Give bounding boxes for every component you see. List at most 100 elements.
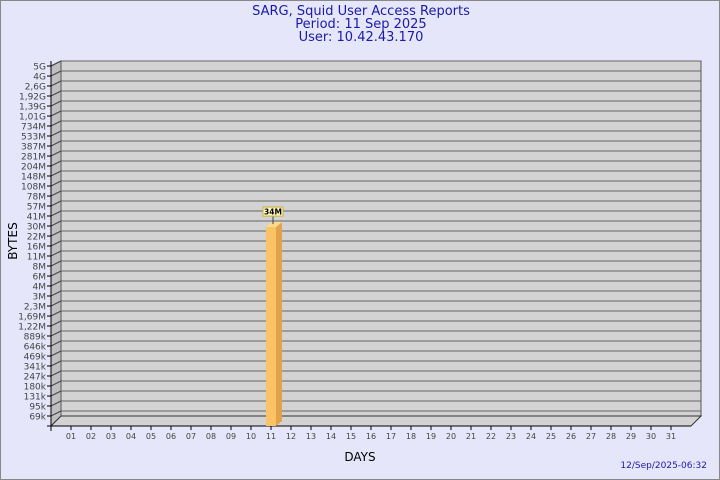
x-tick-label: 07 (186, 432, 196, 441)
x-tick-label: 22 (486, 432, 496, 441)
y-tick-label: 108M (21, 183, 46, 193)
chart-title: SARG, Squid User Access Reports (252, 4, 470, 19)
y-tick-label: 889k (24, 333, 47, 343)
y-tick-label: 41M (27, 213, 46, 223)
x-tick-label: 06 (166, 432, 176, 441)
y-tick-label: 8M (33, 263, 47, 273)
y-tick-label: 734M (21, 123, 46, 133)
y-tick-label: 95k (29, 403, 46, 413)
x-tick-label: 26 (566, 432, 576, 441)
x-tick-label: 25 (546, 432, 556, 441)
gridline-side (50, 330, 62, 337)
x-tick-label: 03 (106, 432, 116, 441)
y-tick-label: 180k (24, 383, 47, 393)
gridline-side (50, 100, 62, 107)
gridline-side (50, 410, 62, 417)
gridline-side (50, 220, 62, 227)
gridline-side (50, 310, 62, 317)
y-tick-label: 1,39G (19, 103, 46, 113)
gridline-side (50, 240, 62, 247)
x-tick-label: 31 (666, 432, 676, 441)
data-label: 34M (264, 208, 282, 217)
y-tick-label: 1,01G (19, 113, 46, 123)
gridline-side (50, 350, 62, 357)
chart-period: Period: 11 Sep 2025 (295, 17, 427, 32)
y-tick-label: 341k (24, 363, 47, 373)
data-label-box (262, 206, 284, 217)
y-axis-label: BYTES (6, 222, 20, 259)
y-tick-label: 1,69M (18, 313, 46, 323)
y-tick-label: 204M (21, 163, 46, 173)
gridline-side (50, 210, 62, 217)
x-tick-label: 02 (86, 432, 96, 441)
y-tick-label: 4G (33, 73, 46, 83)
y-tick-label: 16M (27, 243, 46, 253)
gridline-side (50, 370, 62, 377)
x-tick-label: 27 (586, 432, 596, 441)
y-tick-label: 11M (27, 253, 46, 263)
gridline-side (50, 110, 62, 117)
gridline-side (50, 360, 62, 367)
gridline-side (50, 140, 62, 147)
y-tick-label: 57M (27, 203, 46, 213)
x-tick-label: 24 (526, 432, 536, 441)
gridline-side (50, 70, 62, 77)
gridline-side (50, 60, 62, 67)
y-tick-label: 30M (27, 223, 46, 233)
x-tick-label: 21 (466, 432, 476, 441)
x-tick-label: 19 (426, 432, 436, 441)
gridline-side (50, 200, 62, 207)
x-tick-label: 20 (446, 432, 456, 441)
gridline-side (50, 390, 62, 397)
y-tick-label: 469k (24, 353, 47, 363)
gridline-side (50, 150, 62, 157)
x-tick-label: 04 (126, 432, 136, 441)
gridline-side (50, 340, 62, 347)
chart-user: User: 10.42.43.170 (298, 30, 424, 45)
plot-back-wall (60, 60, 702, 417)
x-tick-label: 30 (646, 432, 656, 441)
y-tick-label: 3M (33, 293, 47, 303)
gridline-side (50, 90, 62, 97)
gridline-side (50, 320, 62, 327)
gridline-side (50, 130, 62, 137)
x-tick-label: 11 (266, 432, 276, 441)
y-tick-label: 6M (33, 273, 47, 283)
y-tick-label: 646k (24, 343, 47, 353)
y-tick-label: 148M (21, 173, 46, 183)
gridline-side (50, 120, 62, 127)
y-tick-label: 69k (29, 413, 46, 423)
y-tick-label: 1,92G (19, 93, 46, 103)
y-tick-label: 387M (21, 143, 46, 153)
bar (266, 227, 276, 426)
x-tick-label: 12 (286, 432, 296, 441)
y-tick-label: 533M (21, 133, 46, 143)
x-tick-label: 05 (146, 432, 156, 441)
x-tick-label: 09 (226, 432, 236, 441)
gridline-side (50, 380, 62, 387)
x-tick-label: 18 (406, 432, 416, 441)
gridline-side (50, 230, 62, 237)
gridline-side (50, 260, 62, 267)
y-tick-label: 4M (33, 283, 47, 293)
gridline-side (50, 180, 62, 187)
y-tick-label: 2,3M (24, 303, 46, 313)
y-tick-label: 131k (24, 393, 47, 403)
y-tick-label: 1,22M (18, 323, 46, 333)
gridline-side (50, 170, 62, 177)
y-tick-label: 78M (27, 193, 46, 203)
x-tick-label: 13 (306, 432, 316, 441)
x-tick-label: 17 (386, 432, 396, 441)
gridline-side (50, 190, 62, 197)
gridline-side (50, 290, 62, 297)
gridline-side (50, 270, 62, 277)
x-tick-label: 15 (346, 432, 356, 441)
y-tick-label: 22M (27, 233, 46, 243)
x-tick-label: 16 (366, 432, 376, 441)
x-tick-label: 10 (246, 432, 256, 441)
x-tick-label: 29 (626, 432, 636, 441)
x-tick-label: 28 (606, 432, 616, 441)
gridline-side (50, 80, 62, 87)
gridline-side (50, 160, 62, 167)
